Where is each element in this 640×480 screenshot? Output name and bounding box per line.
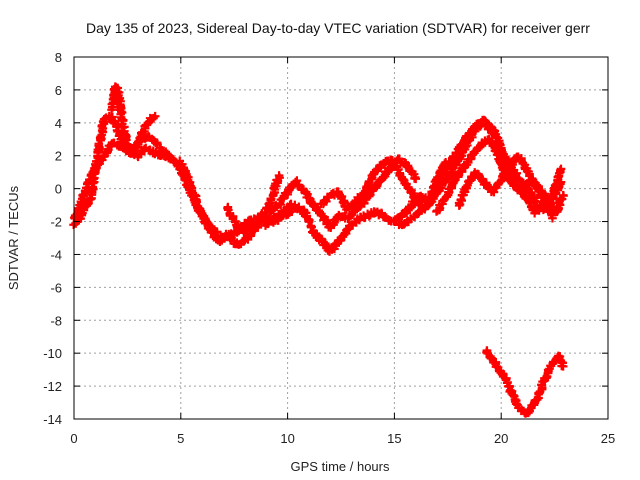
y-tick-label: -14	[43, 412, 62, 427]
data-marks	[69, 82, 568, 418]
x-axis-label: GPS time / hours	[291, 459, 390, 474]
y-axis-label: SDTVAR / TECUs	[6, 185, 21, 290]
data-point	[558, 190, 568, 200]
y-tick-label: -4	[50, 247, 62, 262]
x-tick-label: 5	[177, 431, 184, 446]
series-satellite-track-10	[454, 152, 557, 223]
x-tick-label: 15	[387, 431, 401, 446]
y-tick-label: -10	[43, 346, 62, 361]
y-tick-label: 4	[55, 116, 62, 131]
y-tick-label: 2	[55, 149, 62, 164]
axis-ticks: 0 5 10 15 20 25 -14 -12 -10 -8 -6 -4 -2 0 2 4 6 8	[43, 50, 615, 446]
y-tick-label: -2	[50, 215, 62, 230]
chart-title: Day 135 of 2023, Sidereal Day-to-day VTE…	[86, 20, 590, 36]
data-point	[167, 154, 177, 164]
y-tick-label: 8	[55, 50, 62, 65]
series-satellite-track-4	[175, 156, 284, 249]
series-satellite-track-11	[482, 346, 568, 418]
data-point	[150, 111, 160, 121]
x-tick-label: 10	[280, 431, 294, 446]
x-tick-label: 20	[494, 431, 508, 446]
series-satellite-track-8	[394, 115, 566, 230]
data-point	[274, 171, 284, 180]
data-point	[558, 362, 568, 371]
series-satellite-track-3	[107, 82, 160, 156]
y-tick-label: -8	[50, 313, 62, 328]
data-point	[556, 164, 566, 174]
y-tick-label: 6	[55, 83, 62, 98]
data-point	[411, 174, 421, 184]
x-tick-label: 0	[70, 431, 77, 446]
plot-frame	[73, 56, 609, 420]
y-tick-label: -6	[50, 280, 62, 295]
y-tick-label: 0	[55, 182, 62, 197]
y-tick-label: -12	[43, 379, 62, 394]
series-satellite-track-5	[223, 154, 421, 238]
x-tick-label: 25	[601, 431, 615, 446]
data-point	[548, 213, 557, 223]
